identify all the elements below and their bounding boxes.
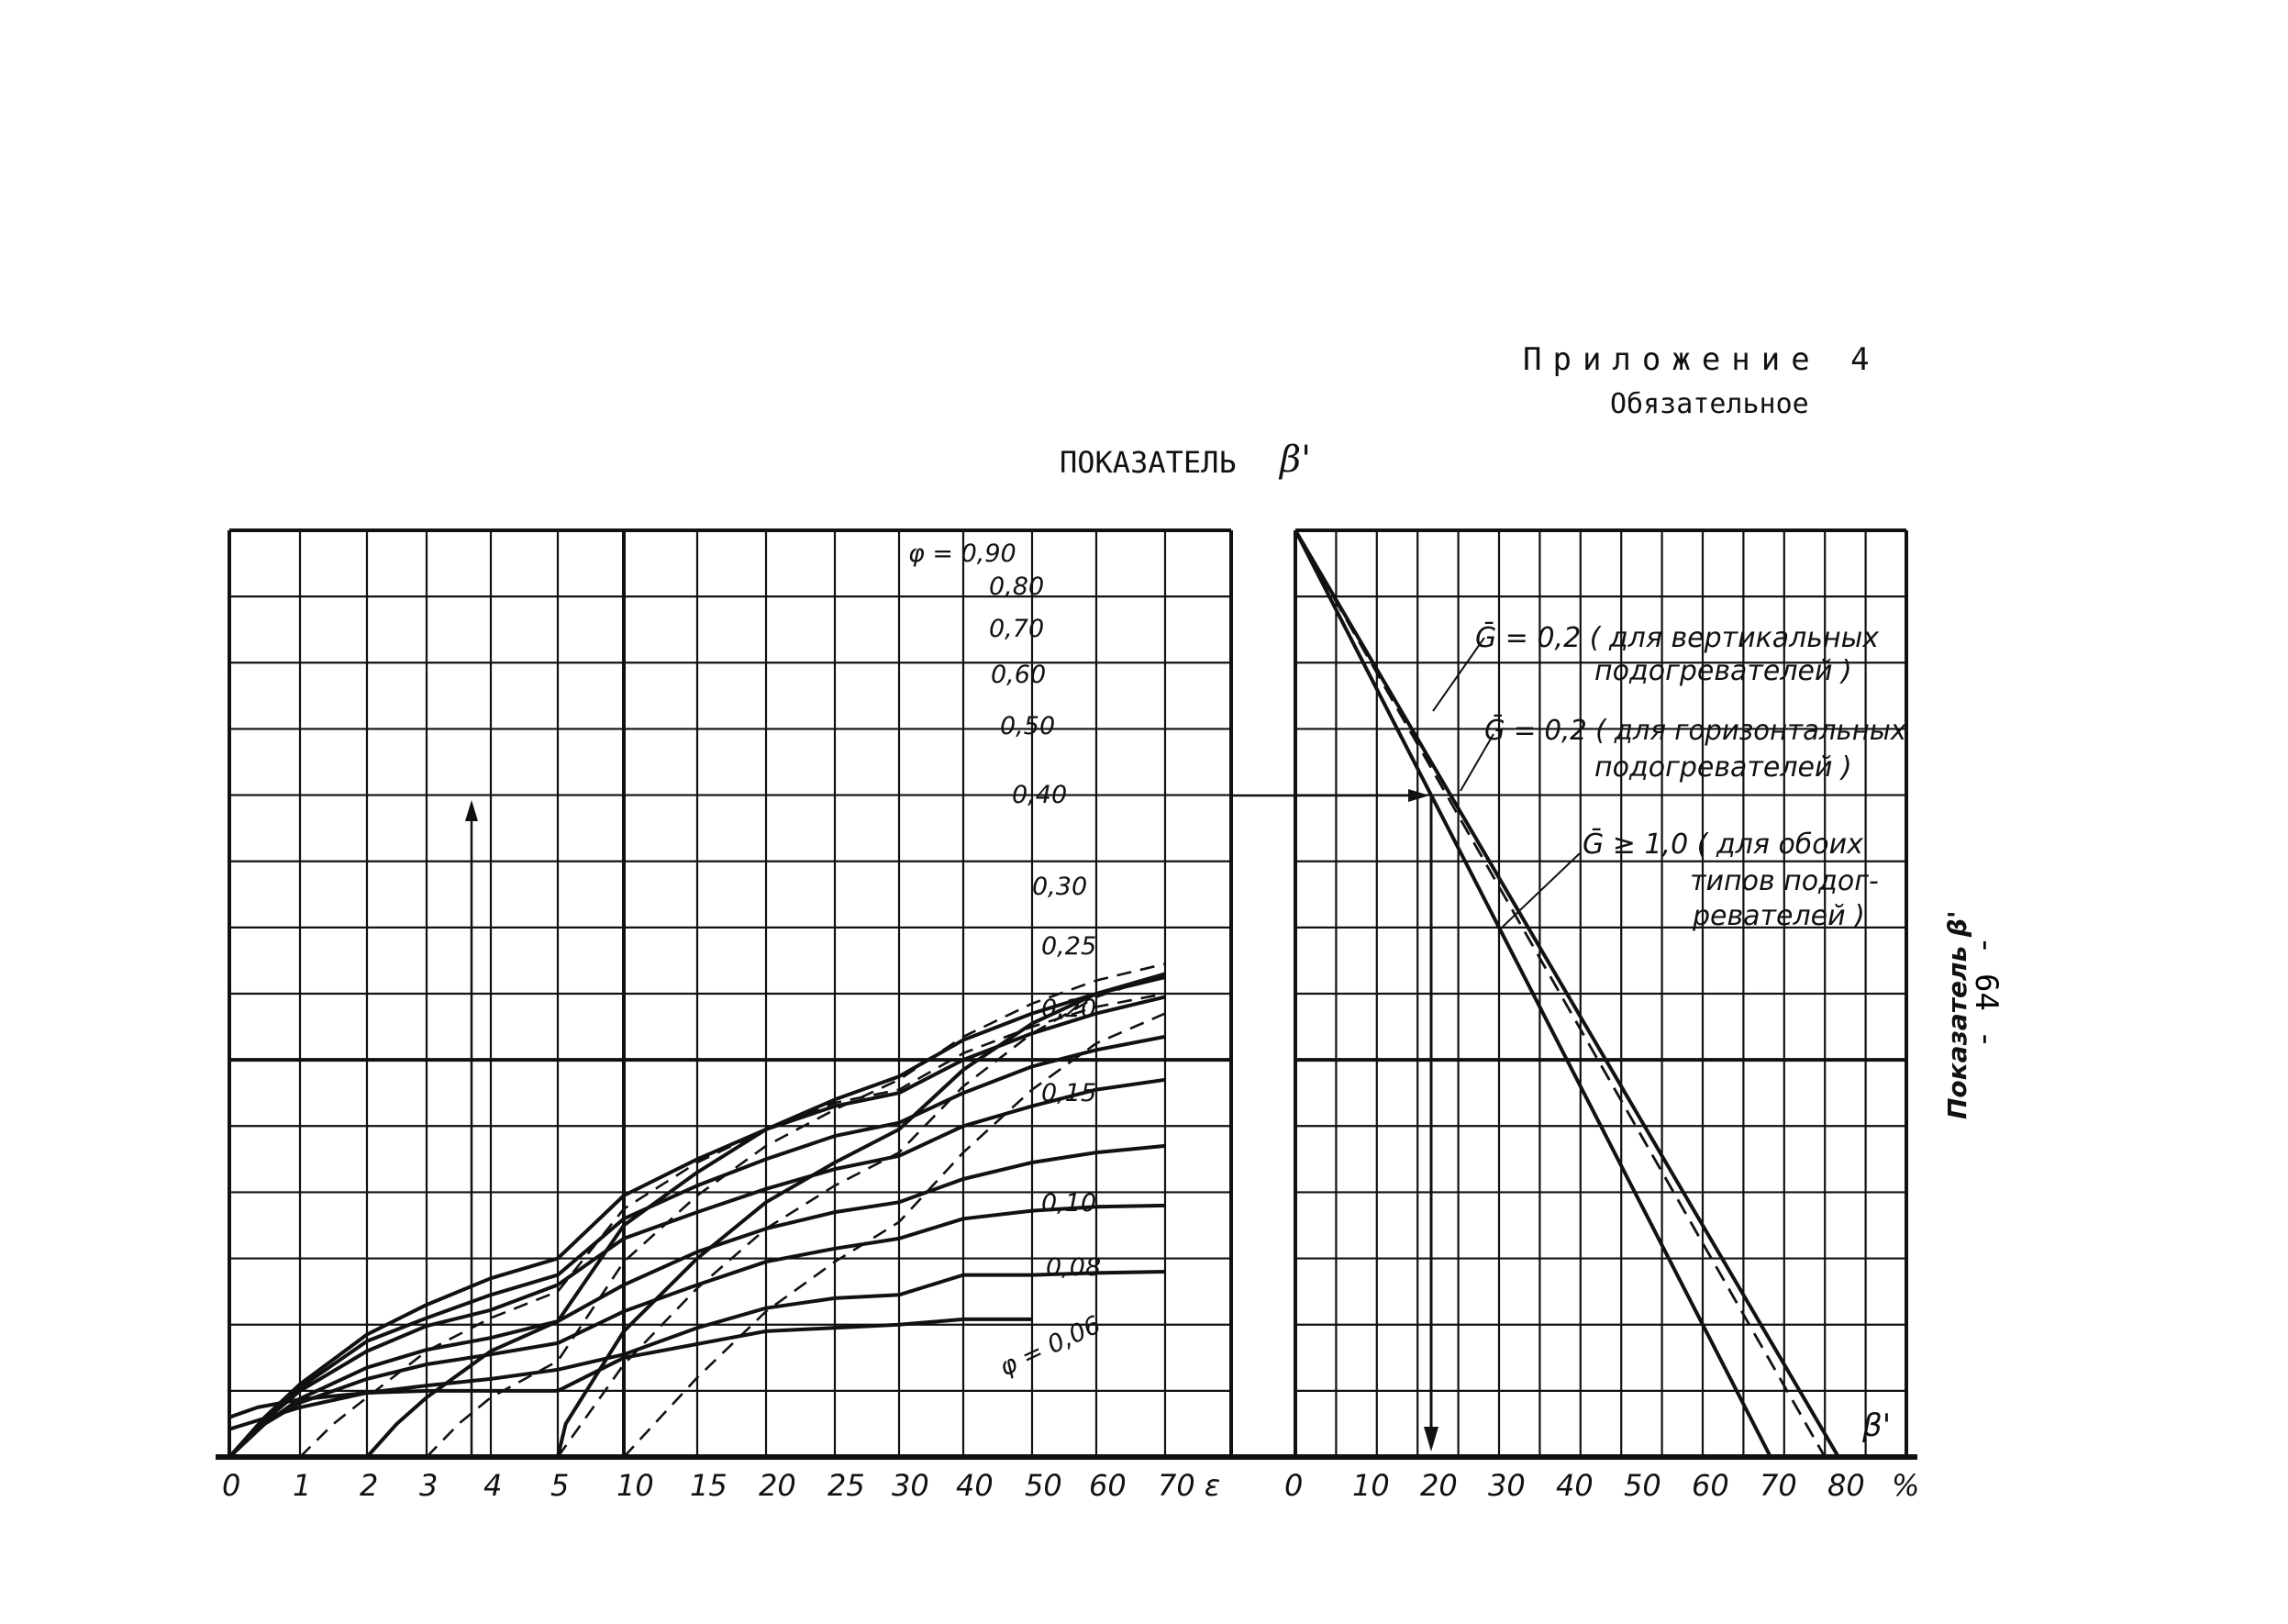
curve-label-7: 0,25 bbox=[1041, 932, 1096, 961]
curve-phi-10 bbox=[556, 972, 1166, 1458]
x-tick-right-3: 30 bbox=[1488, 1468, 1526, 1503]
annotation-both-line3: ревателей ) bbox=[1692, 900, 1865, 932]
x-tick-left-11: 40 bbox=[956, 1468, 994, 1503]
mandatory-label: Обязательное bbox=[1610, 388, 1809, 420]
x-tick-left-13: 60 bbox=[1089, 1468, 1127, 1503]
example-arrowhead-up bbox=[465, 800, 478, 821]
curve-phi-3 bbox=[228, 1143, 1166, 1459]
x-tick-left-8: 20 bbox=[759, 1468, 796, 1503]
curve-label-1: 0,80 bbox=[989, 573, 1044, 601]
curve-label-6: 0,30 bbox=[1032, 873, 1087, 901]
x-tick-left-1: 1 bbox=[293, 1468, 311, 1503]
x-tick-left-5: 5 bbox=[550, 1468, 569, 1503]
g-lines bbox=[465, 528, 1840, 1459]
x-tick-left-2: 2 bbox=[360, 1468, 378, 1503]
curve-phi-9 bbox=[426, 962, 1166, 1458]
phi-curves bbox=[228, 962, 1166, 1459]
curve-phi-4 bbox=[228, 1077, 1166, 1459]
example-arrowhead-right bbox=[1408, 789, 1429, 802]
x-tick-left-14: 70 ε bbox=[1158, 1468, 1220, 1503]
x-tick-left-4: 4 bbox=[483, 1468, 502, 1503]
x-tick-right-4: 40 bbox=[1556, 1468, 1594, 1503]
x-tick-left-3: 3 bbox=[419, 1468, 438, 1503]
curve-label-5: 0,40 bbox=[1012, 781, 1067, 809]
annotation-both-line1: Ḡ ≥ 1,0 ( для обоих bbox=[1583, 828, 1863, 861]
g-line-0 bbox=[1294, 529, 1772, 1458]
x-tick-left-12: 50 bbox=[1025, 1468, 1062, 1503]
curve-phi-5 bbox=[228, 1034, 1166, 1459]
curve-label-11: 0,08 bbox=[1046, 1253, 1101, 1282]
left-grid bbox=[216, 528, 1917, 1460]
curve-label-4: 0,50 bbox=[1000, 712, 1055, 740]
tick-labels: 0 1 2 3 4 5 10 15 20 25 30 40 50 60 70 ε 0 10 20 30 40 50 60 7… bbox=[222, 1468, 1919, 1503]
annotation-vert-line2: подогревателей ) bbox=[1594, 655, 1852, 687]
x-tick-left-0: 0 bbox=[222, 1468, 240, 1503]
curve-phi-0 bbox=[228, 1317, 1032, 1419]
curve-label-9: 0,15 bbox=[1041, 1079, 1096, 1107]
x-axis-label: β' bbox=[1861, 1407, 1891, 1444]
y-axis-label: Показатель β' bbox=[1942, 910, 1972, 1119]
annotation-vertical: Ḡ = 0,2 ( для вертикальных подогревателе… bbox=[1475, 621, 1879, 687]
curve-label-10: 0,10 bbox=[1041, 1189, 1096, 1218]
annotation-horizontal: Ḡ = 0,2 ( для горизонтальных подогревате… bbox=[1484, 714, 1906, 784]
title-symbol: β' bbox=[1280, 439, 1312, 481]
x-tick-left-10: 30 bbox=[892, 1468, 929, 1503]
x-tick-right-2: 20 bbox=[1420, 1468, 1458, 1503]
x-tick-right-8: 80 bbox=[1827, 1468, 1865, 1503]
annotation-both: Ḡ ≥ 1,0 ( для обоих типов подог- ревател… bbox=[1583, 828, 1879, 932]
x-tick-left-6: 10 bbox=[616, 1468, 654, 1503]
chart-labels: φ = 0,90 0,80 0,70 0,60 0,50 0,40 0,30 0,25 0,20… bbox=[908, 539, 1581, 1382]
curve-label-12: φ = 0,06 bbox=[995, 1310, 1105, 1382]
annotation-both-line2: типов подог- bbox=[1690, 865, 1879, 897]
example-arrowhead-down bbox=[1424, 1427, 1438, 1452]
leader-horizontal bbox=[1460, 733, 1494, 792]
annotation-vert-line1: Ḡ = 0,2 ( для вертикальных bbox=[1475, 621, 1879, 654]
curve-phi-12 bbox=[623, 1012, 1166, 1458]
curve-phi-8 bbox=[365, 975, 1166, 1459]
x-tick-left-7: 15 bbox=[690, 1468, 727, 1503]
appendix-label: Приложение 4 bbox=[1523, 341, 1881, 378]
curve-phi-2 bbox=[228, 1203, 1166, 1459]
leader-both bbox=[1502, 852, 1581, 928]
x-tick-right-7: 70 bbox=[1760, 1468, 1797, 1503]
x-tick-right-9: % bbox=[1892, 1468, 1919, 1503]
page-title: ПОКАЗАТЕЛЬ bbox=[1060, 445, 1237, 480]
curve-label-0: φ = 0,90 bbox=[908, 539, 1016, 568]
curve-phi-7 bbox=[299, 992, 1166, 1458]
right-grid bbox=[1294, 528, 1908, 1459]
annotation-horiz-line1: Ḡ = 0,2 ( для горизонтальных bbox=[1484, 714, 1906, 747]
curve-label-3: 0,60 bbox=[991, 661, 1046, 689]
x-tick-right-0: 0 bbox=[1284, 1468, 1303, 1503]
x-tick-left-9: 25 bbox=[827, 1468, 865, 1503]
g-line-1 bbox=[1294, 529, 1827, 1458]
curve-phi-11 bbox=[556, 973, 1166, 1458]
curve-label-2: 0,70 bbox=[989, 615, 1044, 643]
curve-label-8: 0,20 bbox=[1041, 995, 1096, 1023]
curve-phi-1 bbox=[228, 1270, 1166, 1431]
annotation-horiz-line2: подогревателей ) bbox=[1594, 751, 1852, 784]
x-tick-right-5: 50 bbox=[1624, 1468, 1661, 1503]
g-line-2 bbox=[1294, 528, 1840, 1459]
x-tick-right-1: 10 bbox=[1352, 1468, 1390, 1503]
x-tick-right-6: 60 bbox=[1692, 1468, 1729, 1503]
leader-vertical bbox=[1432, 637, 1485, 712]
